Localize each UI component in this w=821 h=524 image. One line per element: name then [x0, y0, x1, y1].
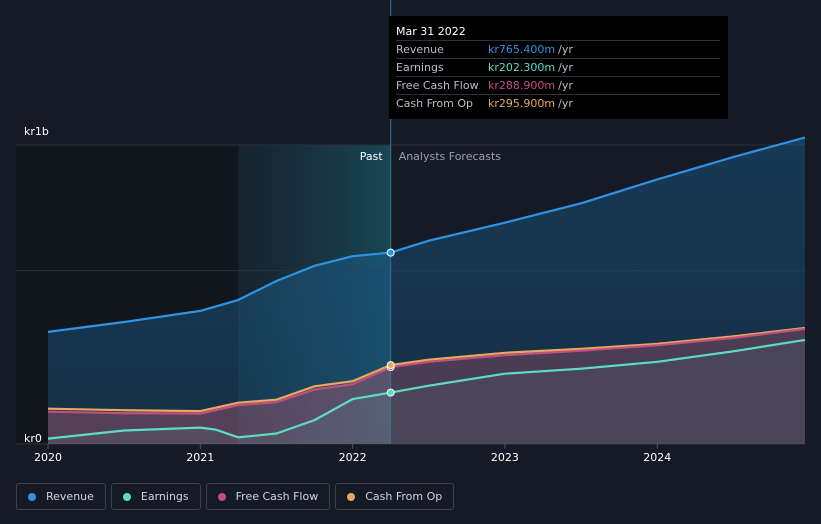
tooltip-label: Earnings [396, 61, 444, 74]
chart: kr1b kr0 2020 2021 2022 2023 2024 Past Analysts … [16, 0, 806, 464]
forecast-label: Analysts Forecasts [399, 150, 502, 163]
tooltip-unit: /yr [558, 97, 573, 110]
y-tick-label: kr0 [24, 432, 42, 445]
tooltip-row-revenue: Revenue kr765.400m /yr [396, 40, 720, 58]
tooltip-value: kr288.900m [488, 79, 556, 92]
tooltip-row-earnings: Earnings kr202.300m /yr [396, 58, 720, 76]
x-tick-label: 2021 [186, 451, 214, 464]
tooltip-label: Cash From Op [396, 97, 474, 110]
forecast-overlay [390, 145, 805, 444]
legend-item-earnings[interactable]: Earnings [110, 483, 201, 510]
legend: Revenue Earnings Free Cash Flow Cash Fro… [16, 483, 455, 510]
line-cash-from-op [47, 326, 806, 413]
past-label: Past [360, 150, 384, 163]
tooltip-value: kr202.300m [488, 61, 556, 74]
tooltip-row-cash-from-op: Cash From Op kr295.900m /yr [396, 94, 720, 112]
line-free-cash-flow [47, 327, 806, 415]
free-cash-flow-dot-icon [217, 492, 226, 501]
tooltip-date: Mar 31 2022 [396, 25, 466, 38]
tooltip: Mar 31 2022 Revenue kr765.400m /yr Earni… [389, 16, 728, 119]
legend-label: Earnings [140, 490, 189, 503]
area-revenue [48, 137, 805, 444]
cash-from-op-dot-icon [347, 492, 356, 501]
earnings-dot-icon [122, 492, 131, 501]
revenue-dot-icon [28, 492, 36, 501]
tooltip-label: Revenue [396, 43, 444, 56]
legend-item-free-cash-flow[interactable]: Free Cash Flow [205, 483, 331, 510]
tooltip-value: kr295.900m [488, 97, 556, 110]
marker-earnings [386, 388, 395, 397]
x-tick-label: 2024 [643, 451, 671, 464]
tooltip-row-free-cash-flow: Free Cash Flow kr288.900m /yr [396, 76, 720, 94]
legend-label: Revenue [46, 490, 94, 503]
line-revenue [47, 136, 806, 333]
legend-item-revenue[interactable]: Revenue [16, 483, 106, 510]
x-tick-label: 2020 [34, 451, 62, 464]
x-tick-label: 2023 [491, 451, 519, 464]
tooltip-unit: /yr [558, 43, 573, 56]
tooltip-value: kr765.400m [488, 43, 556, 56]
tooltip-unit: /yr [558, 61, 573, 74]
tooltip-label: Free Cash Flow [396, 79, 479, 92]
x-tick-label: 2022 [339, 451, 367, 464]
legend-item-cash-from-op[interactable]: Cash From Op [335, 483, 455, 510]
legend-label: Cash From Op [365, 490, 443, 503]
line-earnings [47, 338, 806, 440]
marker-cash-from-op [386, 361, 395, 370]
y-tick-label: kr1b [24, 125, 49, 138]
tooltip-unit: /yr [558, 79, 573, 92]
legend-label: Free Cash Flow [235, 490, 319, 503]
marker-revenue [386, 248, 395, 257]
